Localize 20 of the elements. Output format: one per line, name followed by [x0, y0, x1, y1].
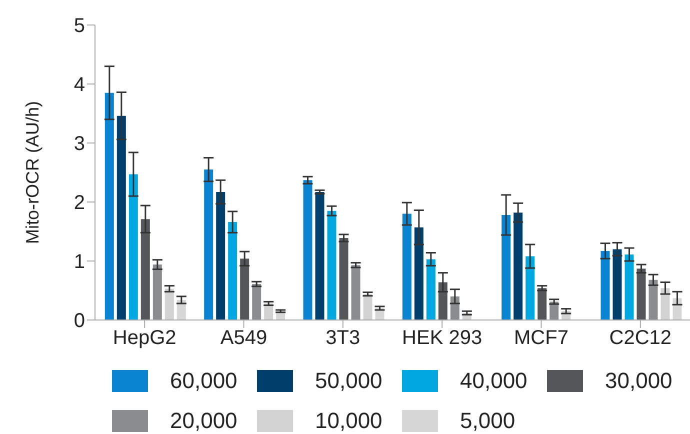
legend-label: 20,000: [170, 408, 238, 434]
y-axis-title: Mito-rOCR (AU/h): [22, 101, 42, 244]
x-tick-label: MCF7: [514, 327, 568, 350]
legend-label: 50,000: [315, 368, 382, 394]
y-tick-label: 0: [74, 310, 85, 332]
y-tick-label: 3: [74, 133, 85, 156]
y-tick-label: 5: [74, 15, 85, 38]
x-tick-label: A549: [220, 327, 268, 350]
legend-label: 60,000: [170, 368, 238, 394]
legend-label: 5,000: [460, 408, 516, 434]
legend-label: 40,000: [460, 368, 528, 394]
x-tick-label: HEK 293: [402, 327, 482, 350]
y-tick-label: 1: [74, 251, 85, 274]
y-tick-label: 4: [74, 74, 85, 96]
x-tick-label: 3T3: [326, 327, 360, 350]
legend-label: 30,000: [605, 368, 672, 394]
legend-label: 10,000: [315, 408, 382, 434]
y-tick-label: 2: [74, 192, 85, 214]
x-tick-label: C2C12: [609, 327, 672, 350]
x-tick-label: HepG2: [112, 327, 176, 350]
